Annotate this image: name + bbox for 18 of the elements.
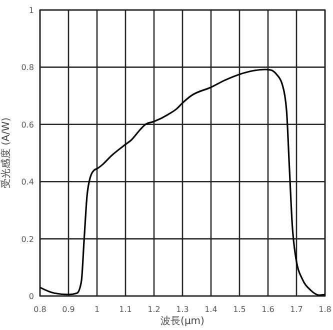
y-axis-title: 受光感度 (A/W) xyxy=(0,117,12,189)
y-tick-label: 0.8 xyxy=(21,63,34,72)
x-tick-label: 1.4 xyxy=(204,305,218,314)
x-axis-title: 波長(μm) xyxy=(160,315,205,327)
x-tick-label: 1.5 xyxy=(233,305,246,314)
x-tick-label: 1.7 xyxy=(290,305,303,314)
x-tick-label: 1.8 xyxy=(318,305,332,314)
x-tick-label: 1 xyxy=(94,305,100,314)
x-tick-label: 1.6 xyxy=(262,305,274,314)
y-tick-label: 0.2 xyxy=(21,234,34,244)
y-tick-label: 1 xyxy=(28,6,34,15)
y-tick-label: 0 xyxy=(28,292,34,301)
y-tick-label: 0.6 xyxy=(21,120,34,130)
x-tick-label: 0.9 xyxy=(62,305,75,314)
x-tick-label: 1.3 xyxy=(176,305,189,314)
x-tick-label: 1.2 xyxy=(148,305,160,314)
x-tick-label: 1.1 xyxy=(119,305,132,314)
y-tick-label: 0.4 xyxy=(21,178,34,187)
